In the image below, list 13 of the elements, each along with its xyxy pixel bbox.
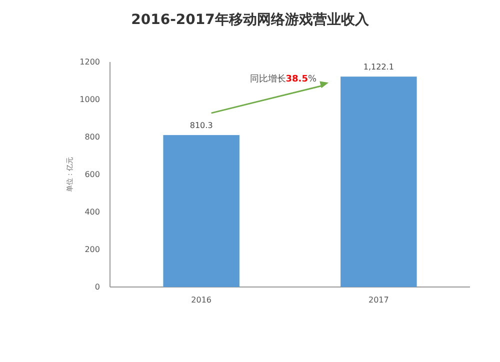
y-tick-label: 1200	[80, 58, 100, 67]
x-tick-label: 2016	[191, 296, 212, 305]
y-tick-label: 600	[84, 170, 100, 180]
chart-title: 2016-2017年移动网络游戏营业收入	[131, 12, 370, 28]
annotation: 同比增长38.5%	[250, 74, 317, 85]
y-tick-label: 400	[84, 208, 100, 217]
y-tick-label: 1000	[80, 95, 100, 104]
x-tick-label: 2017	[368, 296, 389, 305]
y-tick-label: 800	[84, 132, 100, 142]
data-label: 1,122.1	[363, 62, 394, 72]
y-tick-label: 200	[84, 245, 100, 254]
y-tick-label: 0	[94, 282, 100, 292]
data-label: 810.3	[190, 121, 213, 130]
